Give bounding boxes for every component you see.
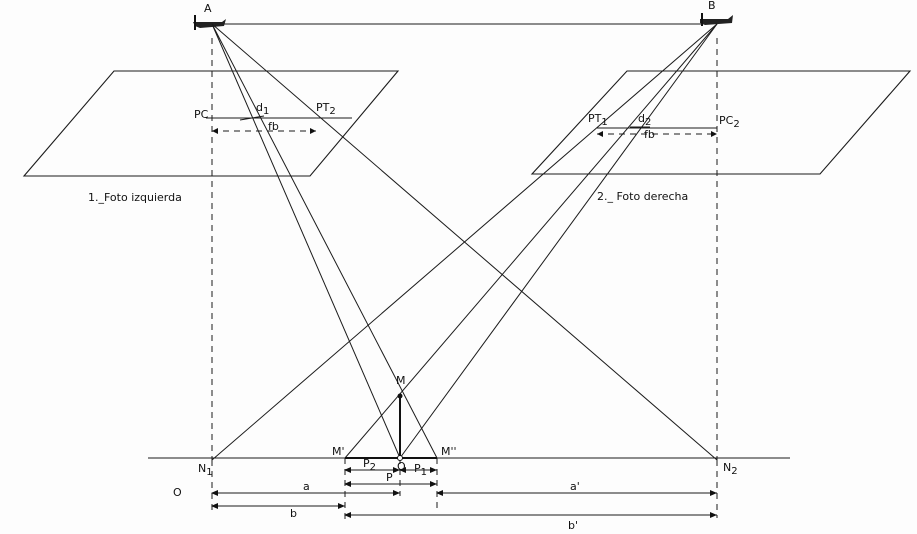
p1-main: P xyxy=(414,462,421,475)
point-o xyxy=(397,455,403,461)
fb-right-arrowhead xyxy=(597,131,603,137)
pt2-sub: 2 xyxy=(329,106,335,117)
label-o-left: O xyxy=(173,486,182,499)
label-d1: d1 xyxy=(256,101,269,117)
label-fb-right: fb xyxy=(644,128,655,141)
left-photo-plane xyxy=(22,70,400,177)
aircraft-a-icon xyxy=(193,15,226,30)
right-photo-plane xyxy=(530,70,912,175)
p2-sub: 2 xyxy=(370,462,376,473)
label-p2: P2 xyxy=(363,457,376,473)
label-b-dim: b xyxy=(290,507,297,520)
label-d2: d2 xyxy=(638,112,651,128)
d2-main: d xyxy=(638,112,645,125)
fb-left-arrowhead xyxy=(212,128,218,134)
ray-a-o xyxy=(211,23,401,459)
n2-sub: 2 xyxy=(731,466,737,477)
ray-a-mdprime xyxy=(211,23,438,459)
label-pt1: PT1 xyxy=(588,112,608,128)
label-b-prime-dim: b' xyxy=(568,519,578,532)
ray-b-mprime xyxy=(344,23,718,459)
pt2-main: PT xyxy=(316,101,330,114)
label-n1: N1 xyxy=(198,462,213,478)
fb-right-arrowhead xyxy=(711,131,717,137)
p2-main: P xyxy=(363,457,370,470)
pc2-sub: 2 xyxy=(733,119,739,130)
label-b: B xyxy=(708,0,716,12)
label-a-dim: a xyxy=(303,480,310,493)
ray-b-o xyxy=(399,23,718,459)
fb-left-arrowhead xyxy=(310,128,316,134)
d2-sub: 2 xyxy=(645,117,651,128)
pt1-main: PT xyxy=(588,112,602,125)
label-n2: N2 xyxy=(723,461,738,477)
label-p: P xyxy=(386,471,393,484)
d1-main: d xyxy=(256,101,263,114)
label-p1: P1 xyxy=(414,462,427,478)
label-m-prime: M' xyxy=(332,445,345,458)
label-pt2: PT2 xyxy=(316,101,336,117)
label-a-prime-dim: a' xyxy=(570,480,580,493)
pt1-sub: 1 xyxy=(601,117,607,128)
point-m xyxy=(397,393,403,399)
n1-main: N xyxy=(198,462,206,475)
n2-main: N xyxy=(723,461,731,474)
label-o-mid: O xyxy=(397,460,406,473)
label-pc2: PC2 xyxy=(719,114,740,130)
label-a: A xyxy=(204,2,212,15)
ray-b-n1 xyxy=(211,23,718,461)
caption-left-photo: 1._Foto izquierda xyxy=(88,191,182,204)
caption-right-photo: 2._ Foto derecha xyxy=(597,190,688,203)
label-fb-left: fb xyxy=(268,120,279,133)
d1-sub: 1 xyxy=(263,106,269,117)
label-m-dprime: M'' xyxy=(441,445,457,458)
n1-sub: 1 xyxy=(206,467,212,478)
label-m: M xyxy=(396,374,406,387)
d1-mark xyxy=(239,115,265,121)
pc2-main: PC xyxy=(719,114,734,127)
p1-sub: 1 xyxy=(421,467,427,478)
label-pc-left: PC xyxy=(194,108,209,121)
